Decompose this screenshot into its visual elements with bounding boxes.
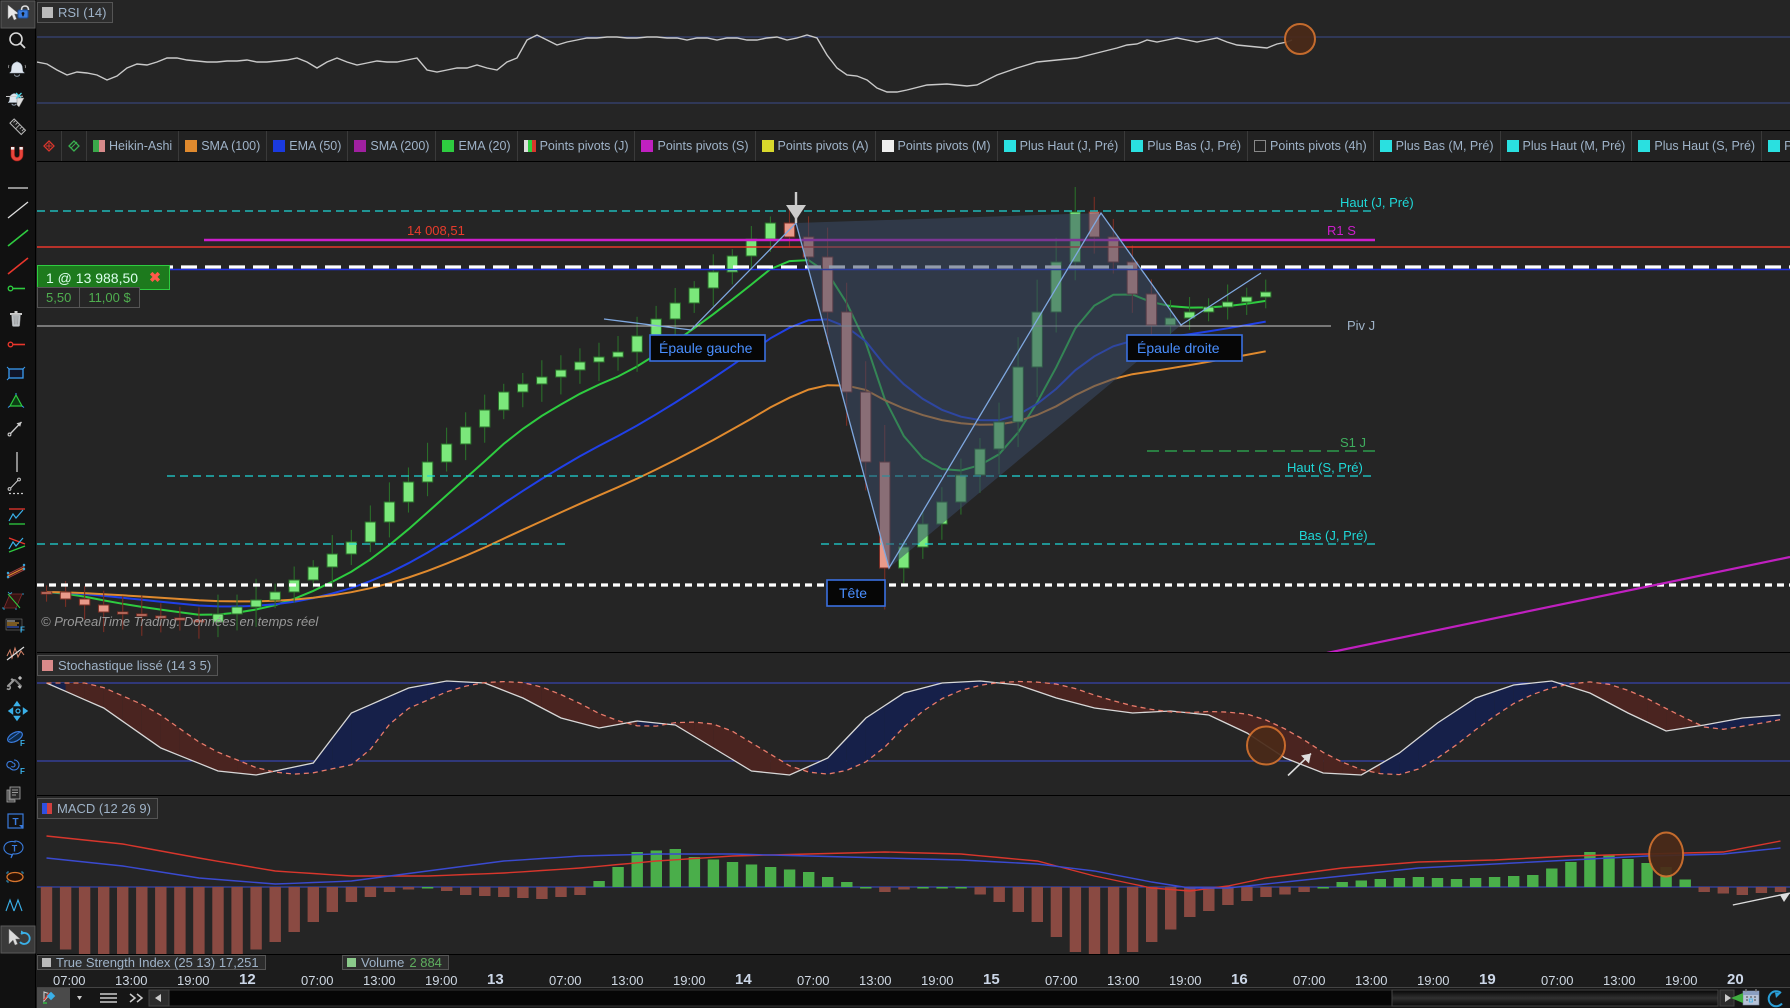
svg-text:14 008,51: 14 008,51 [407,223,465,238]
svg-text:T: T [12,844,18,854]
svg-text:Bas (J, Pré): Bas (J, Pré) [1299,528,1368,543]
svg-text:Épaule droite: Épaule droite [1137,340,1220,356]
svg-text:Haut (S, Pré): Haut (S, Pré) [1287,460,1363,475]
svg-text:F: F [20,626,25,635]
svg-text:R1 S: R1 S [1327,223,1356,238]
svg-text:Piv J: Piv J [1347,318,1375,333]
svg-text:F: F [20,739,25,748]
svg-text:S1 J: S1 J [1340,435,1366,450]
svg-text:Haut (J, Pré): Haut (J, Pré) [1340,195,1414,210]
svg-text:F: F [20,767,25,776]
svg-text:Tête: Tête [839,585,867,601]
svg-text:Épaule gauche: Épaule gauche [659,340,753,356]
svg-text:T: T [12,817,18,828]
